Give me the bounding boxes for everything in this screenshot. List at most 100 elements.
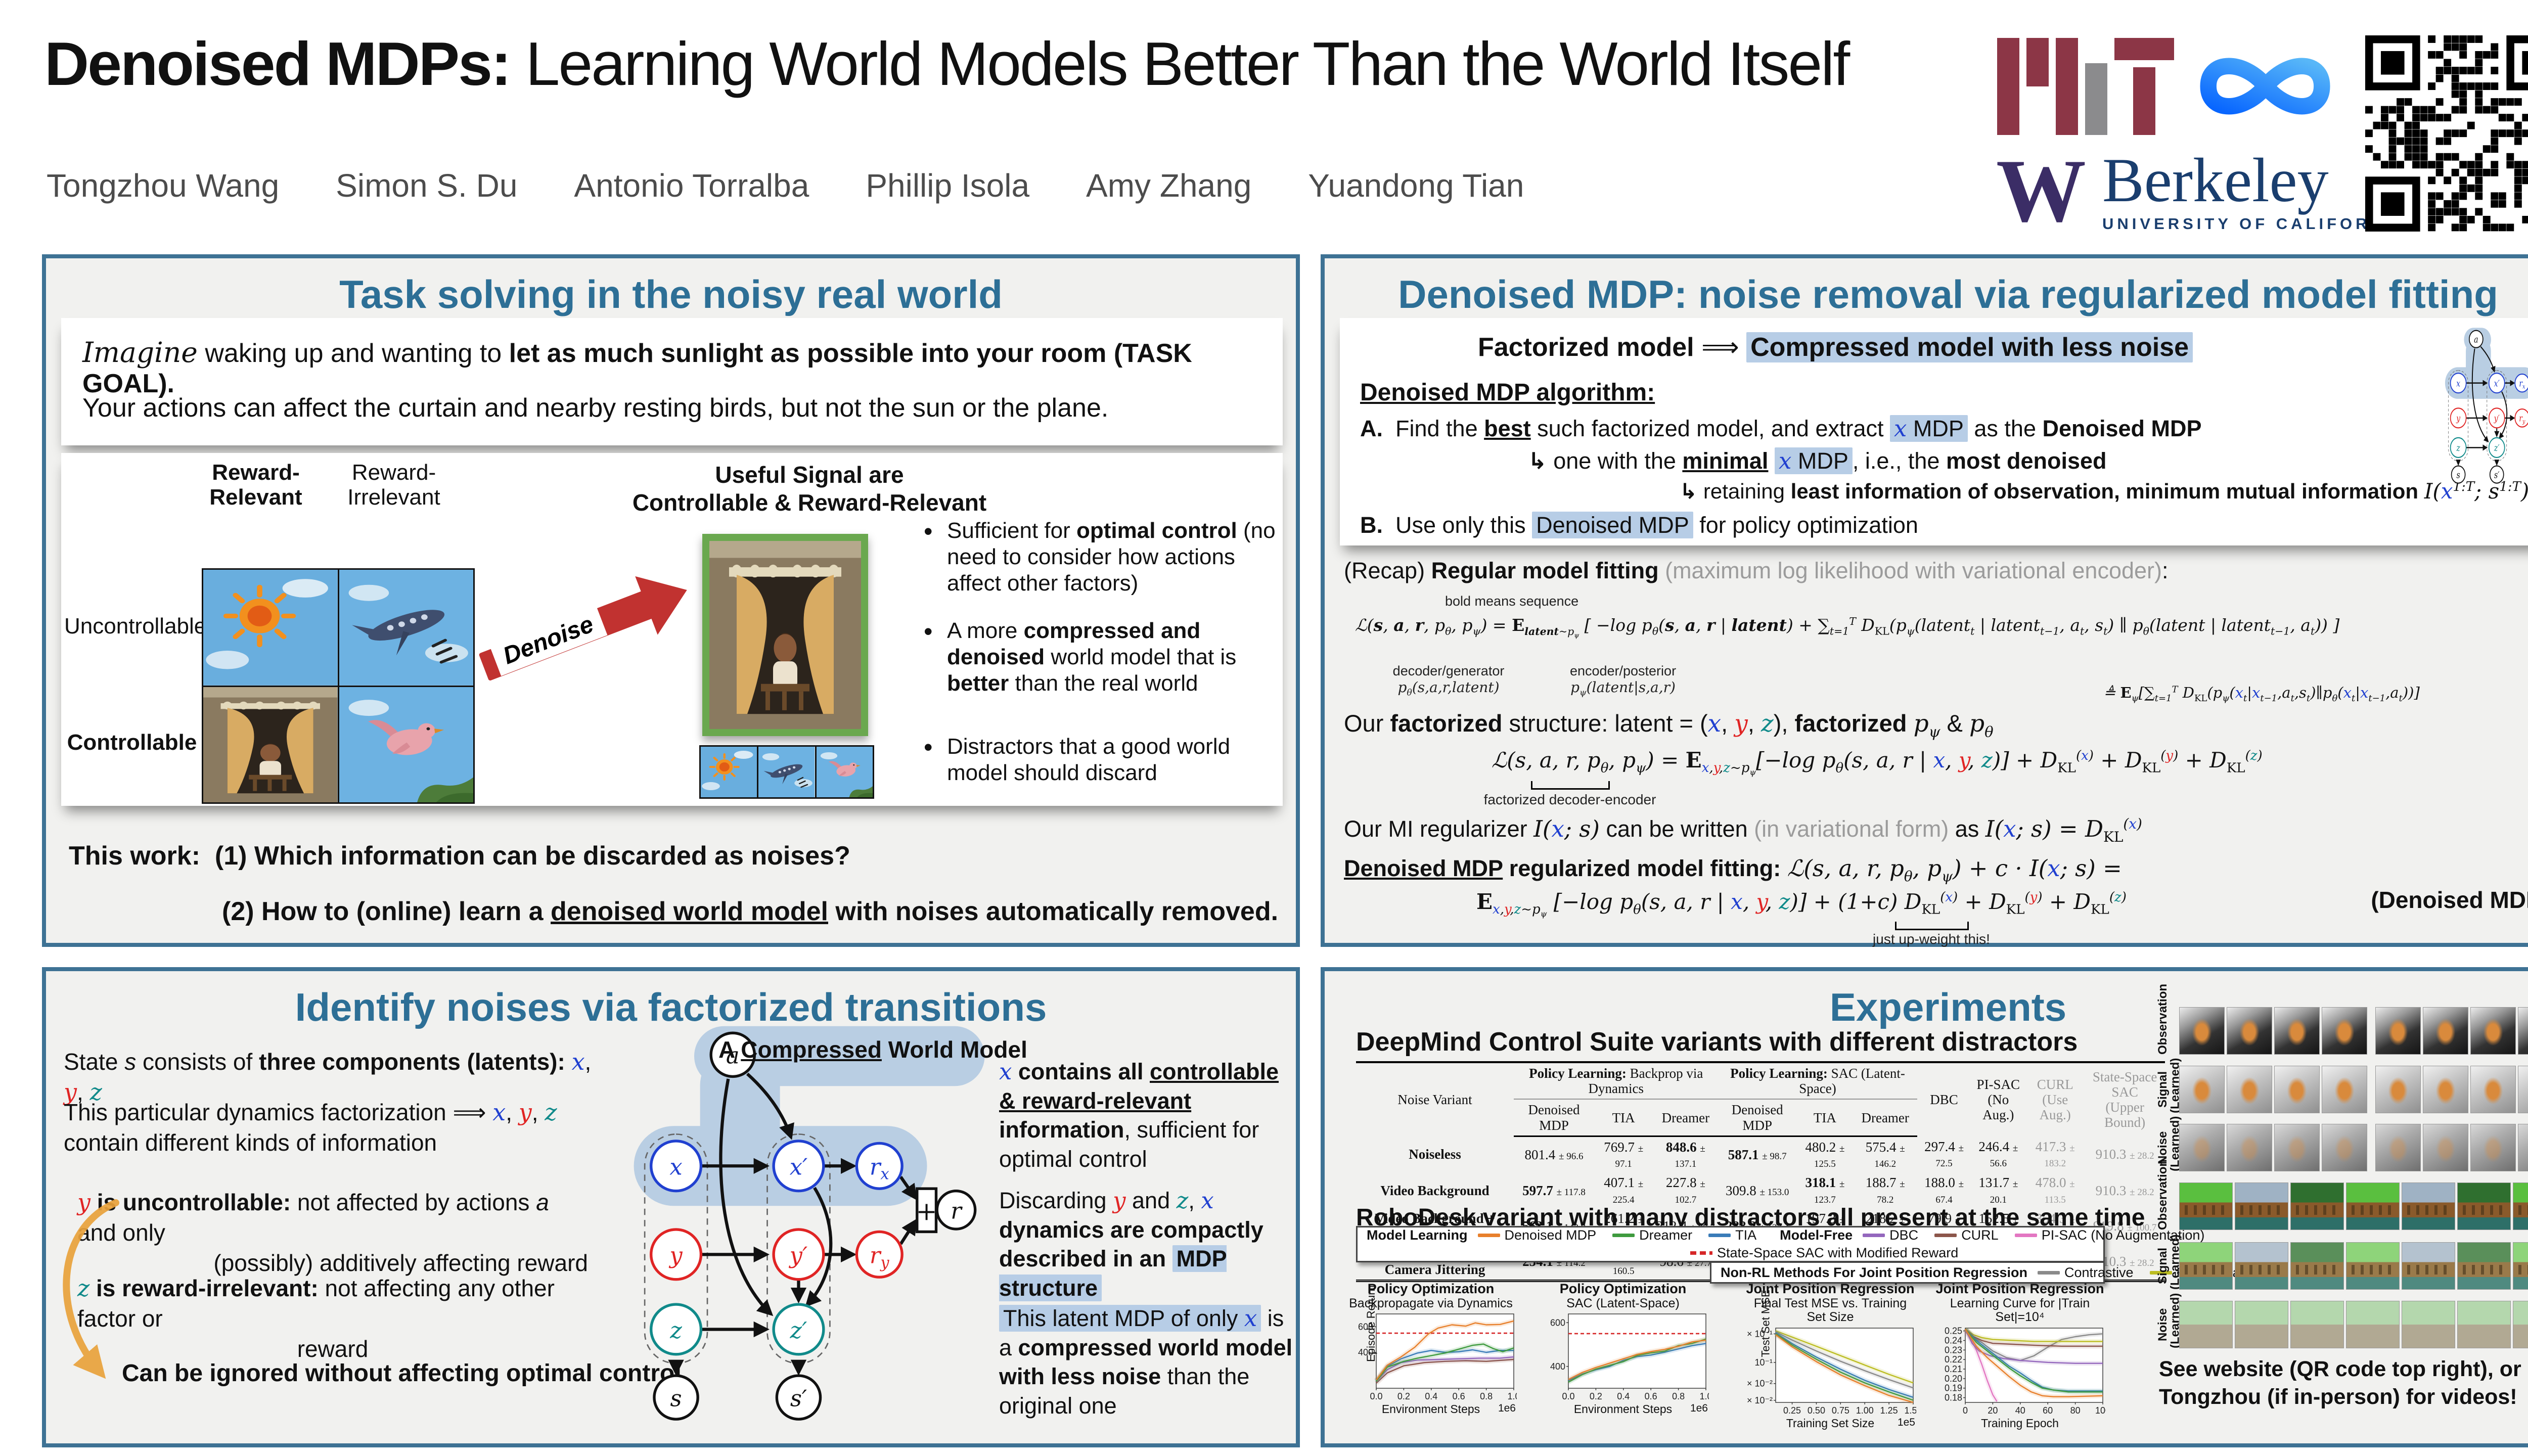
table-cell: 407.1 ± 225.4 [1604, 1175, 1644, 1205]
svg-text:0.21: 0.21 [1945, 1364, 1962, 1374]
legend-nonrl: Non-RL Methods For Joint Position Regres… [1710, 1261, 2259, 1284]
table-cell: 188.7 ± 78.2 [1865, 1175, 1905, 1205]
plot-policy-sac: Policy Optimization SAC (Latent-Space) 4… [1537, 1281, 1709, 1416]
svg-text:1.50: 1.50 [1904, 1405, 1916, 1416]
svg-text:60: 60 [2043, 1405, 2053, 1416]
col-label-reward-irrelevant: Reward- Irrelevant [347, 460, 440, 510]
task-bullet-list: Sufficient for optimal control (no need … [921, 517, 1282, 807]
annotation-decoder-formula: pθ(s,a,r,latent) [1397, 679, 1500, 698]
bird-illustration [339, 687, 473, 802]
plot-canvas: 0.180.190.200.210.220.230.240.25 0 20 40 60 8… [1945, 1326, 2106, 1416]
dmc-obs-frame [2470, 1007, 2516, 1055]
task-intro-line: Imagine waking up and wanting to let as … [82, 336, 1192, 398]
author: Phillip Isola [866, 167, 1030, 204]
annotation-decoder-label: decoder/generator [1392, 663, 1505, 678]
dmc-noi-frame [2423, 1124, 2468, 1171]
author: Tongzhou Wang [47, 167, 280, 204]
svg-text:600: 600 [1358, 1322, 1373, 1332]
discarding-line: Discarding y and z, x dynamics are compa… [999, 1187, 1263, 1301]
table-subcol: TIA [1796, 1099, 1854, 1137]
plot-title: Joint Position Regression [1935, 1281, 2104, 1296]
robo-obs-frame [2513, 1182, 2528, 1230]
robo-sig-frame [2402, 1242, 2455, 1290]
can-be-ignored-line: Can be ignored without affecting optimal… [122, 1360, 682, 1387]
svg-text:2 × 10⁻¹: 2 × 10⁻¹ [1744, 1329, 1773, 1339]
annotation-encoder-label: encoder/posterior [1569, 663, 1677, 678]
legend-entry: PI-SAC (No Augmentation) [2014, 1227, 2204, 1243]
plot-subtitle: Final Test MSE vs. Training Set Size [1753, 1296, 1907, 1325]
bullet-distractors: Distractors that a good world model shou… [921, 733, 1282, 786]
svg-text:0.8: 0.8 [1480, 1391, 1493, 1401]
table-row-name: Video Background [1380, 1182, 1489, 1198]
robo-noi-frame [2179, 1301, 2233, 1348]
svg-text:600: 600 [1550, 1317, 1565, 1328]
equation-regular-fitting: ℒ(s, a, r, pθ, pψ) = Elatent~pψ [ −log p… [1355, 615, 2340, 639]
svg-text:0.2: 0.2 [1397, 1391, 1410, 1401]
svg-text:0.4: 0.4 [1425, 1391, 1437, 1401]
plot-canvas: 400 600 0.0 0.2 0.4 0.6 0.8 1.0 [1358, 1313, 1517, 1401]
svg-text:0.75: 0.75 [1832, 1405, 1849, 1416]
z-reward-irrelevant-line: z is reward-irrelevant: not affecting an… [77, 1275, 555, 1362]
table-group-backprop: Policy Learning: Backprop via Dynamics [1514, 1061, 1719, 1100]
table-subcol: Dreamer [1853, 1099, 1917, 1137]
dmc-table-title: DeepMind Control Suite variants with dif… [1356, 1027, 2078, 1057]
svg-text:x: x [2456, 378, 2460, 389]
row-label-controllable: Controllable [67, 730, 197, 755]
y-uncontrollable-line: y is uncontrollable: not affected by act… [77, 1189, 588, 1276]
table-cell: 188.0 ± 67.4 [1924, 1175, 1964, 1205]
orange-arrow [63, 1199, 119, 1379]
task-intro-card: Imagine waking up and wanting to let as … [61, 318, 1283, 445]
task-figure-card: Reward- Relevant Reward- Irrelevant Uncont… [61, 453, 1283, 806]
table-col-single: DBC [1917, 1061, 1971, 1136]
col-label-reward-relevant: Reward- Relevant [209, 460, 302, 510]
svg-text:0.0: 0.0 [1562, 1391, 1574, 1401]
table-row-name: Noiseless [1409, 1147, 1461, 1162]
factor-graph: a x x′ rx y y′ ry z z′ s s′ r + [592, 1012, 991, 1436]
plot-xlabel: Training Set Size [1786, 1416, 1875, 1430]
poster-title-bold: Denoised MDPs: [44, 29, 512, 98]
table-cell: 769.7 ± 97.1 [1604, 1139, 1644, 1170]
svg-text:4 × 10⁻²: 4 × 10⁻² [1744, 1395, 1773, 1405]
svg-text:0.8: 0.8 [1672, 1391, 1685, 1401]
robo-obs-frame [2235, 1182, 2288, 1230]
annotation-upweight: just up-weight this! [1873, 931, 1990, 947]
robo-noi-frame [2290, 1301, 2344, 1348]
svg-text:0.18: 0.18 [1945, 1392, 1962, 1402]
strip-label: Signal (Learned) [2156, 1234, 2182, 1290]
meta-logo-icon [2183, 34, 2350, 138]
table-group-sac: Policy Learning: SAC (Latent-Space) [1718, 1061, 1917, 1100]
robo-sig-frame [2457, 1242, 2511, 1290]
see-website-note: See website (QR code top right), or ask … [2159, 1357, 2528, 1409]
algorithm-heading: Denoised MDP algorithm: [1360, 379, 1655, 406]
table-cell: 131.7 ± 20.1 [1978, 1175, 2018, 1205]
table-cell: 575.4 ± 146.2 [1865, 1139, 1905, 1170]
legend-entry: State-Space SAC with Modified Reward [1690, 1245, 1958, 1261]
denoise-arrow-head [635, 561, 698, 635]
plot-xlabel: Environment Steps [1573, 1402, 1673, 1416]
legend-entry: CURL [1934, 1227, 1999, 1243]
curtain-illustration [203, 687, 338, 802]
svg-text:0.25: 0.25 [1783, 1405, 1801, 1416]
plot-xscale: 1e6 [1498, 1402, 1516, 1415]
this-work-line1: This work: (1) Which information can be … [69, 841, 850, 871]
legend-group-title: Model-Free [1780, 1227, 1853, 1243]
table-subcol: TIA [1594, 1099, 1653, 1137]
strip-row: Signal (Learned) [2156, 1058, 2528, 1113]
panel-experiments-header: Experiments [1829, 985, 2067, 1029]
svg-text:100: 100 [2095, 1405, 2106, 1416]
dmc-obs-frame [2423, 1007, 2468, 1055]
plot-regression-mse: Joint Position Regression Final Test MSE… [1744, 1281, 1916, 1430]
svg-text:s: s [2457, 470, 2460, 480]
algorithm-step-a1: ↳ one with the minimal x MDP, i.e., the … [1528, 447, 2107, 474]
svg-text:10⁻¹: 10⁻¹ [1754, 1357, 1773, 1368]
robo-sig-frame [2235, 1242, 2288, 1290]
graph-title: A Compressed World Model [718, 1036, 1027, 1063]
panel-identify-noises: Identify noises via factorized transitio… [42, 967, 1300, 1447]
author: Simon S. Du [336, 167, 518, 204]
svg-text:0.19: 0.19 [1945, 1383, 1962, 1393]
legend-entry: DBC [1863, 1227, 1918, 1243]
panel-task-solving: Task solving in the noisy real world Ima… [42, 254, 1300, 947]
factorized-model-line: Factorized model ⟹ Compressed model with… [1340, 332, 2331, 362]
dmc-obs-frame [2518, 1007, 2528, 1055]
robo-obs-frame [2402, 1182, 2455, 1230]
